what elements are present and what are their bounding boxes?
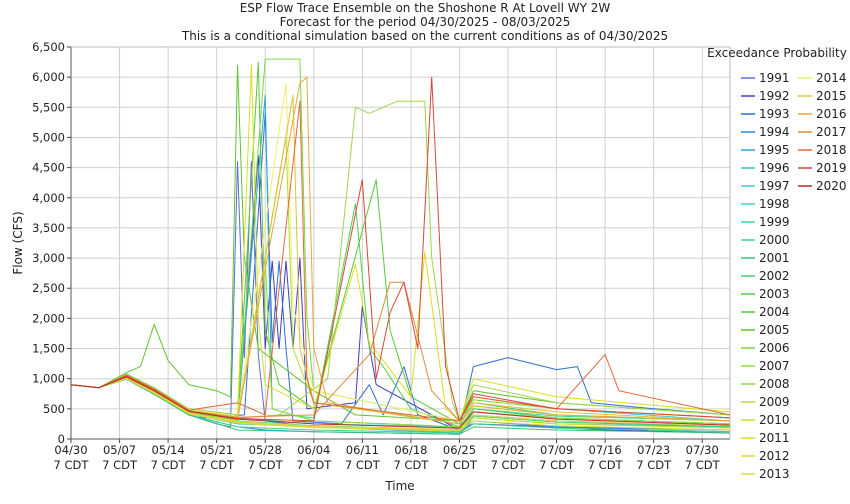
x-tick-label: 04/30 <box>54 443 87 457</box>
y-tick-label: 3,000 <box>32 251 65 265</box>
legend-label-1997: 1997 <box>759 179 790 193</box>
chart-title: ESP Flow Trace Ensemble on the Shoshone … <box>240 1 611 15</box>
series-lines <box>70 58 731 435</box>
y-tick-label: 5,500 <box>32 100 65 114</box>
legend-label-2012: 2012 <box>759 449 790 463</box>
legend-label-1993: 1993 <box>759 107 790 121</box>
x-tick-label: 06/25 <box>443 443 476 457</box>
legend-label-2008: 2008 <box>759 377 790 391</box>
x-tick-label-time: 7 CDT <box>102 458 138 472</box>
chart-subtitle-2: This is a conditional simulation based o… <box>181 29 668 43</box>
legend-label-2007: 2007 <box>759 359 790 373</box>
y-tick-label: 2,000 <box>32 311 65 325</box>
x-tick-label-time: 7 CDT <box>151 458 187 472</box>
x-tick-label: 07/02 <box>491 443 524 457</box>
y-tick-label: 1,500 <box>32 342 65 356</box>
x-tick-label: 07/09 <box>540 443 573 457</box>
x-tick-label: 05/14 <box>152 443 185 457</box>
legend-label-2013: 2013 <box>759 467 790 481</box>
legend-label-1999: 1999 <box>759 215 790 229</box>
x-tick-label: 05/21 <box>200 443 233 457</box>
legend-label-1994: 1994 <box>759 125 790 139</box>
plot-area <box>71 47 730 439</box>
legend-label-2010: 2010 <box>759 413 790 427</box>
legend-label-2002: 2002 <box>759 269 790 283</box>
x-tick-label: 06/18 <box>394 443 427 457</box>
y-tick-label: 6,000 <box>32 70 65 84</box>
x-tick-label-time: 7 CDT <box>442 458 478 472</box>
x-tick-label-time: 7 CDT <box>54 458 90 472</box>
legend-label-1996: 1996 <box>759 161 790 175</box>
y-tick-label: 2,500 <box>32 281 65 295</box>
x-tick-label-time: 7 CDT <box>393 458 429 472</box>
series-line-2020 <box>70 376 731 429</box>
legend-label-2015: 2015 <box>816 89 847 103</box>
x-tick-label-time: 7 CDT <box>491 458 527 472</box>
x-tick-label-time: 7 CDT <box>588 458 624 472</box>
x-tick-label: 05/28 <box>249 443 282 457</box>
legend-label-2020: 2020 <box>816 179 847 193</box>
x-tick-label-time: 7 CDT <box>199 458 235 472</box>
series-line-2006 <box>70 58 731 422</box>
legend-label-2017: 2017 <box>816 125 847 139</box>
x-tick-label: 06/04 <box>297 443 330 457</box>
legend-label-2005: 2005 <box>759 323 790 337</box>
series-line-2018 <box>70 100 731 422</box>
legend-label-2000: 2000 <box>759 233 790 247</box>
y-axis-label: Flow (CFS) <box>11 211 25 274</box>
series-line-2019 <box>70 76 731 422</box>
legend-label-2019: 2019 <box>816 161 847 175</box>
x-tick-label-time: 7 CDT <box>539 458 575 472</box>
legend-label-1991: 1991 <box>759 71 790 85</box>
x-tick-label-time: 7 CDT <box>296 458 332 472</box>
legend-label-2014: 2014 <box>816 71 847 85</box>
legend-label-2018: 2018 <box>816 143 847 157</box>
y-tick-label: 1,000 <box>32 372 65 386</box>
y-tick-label: 4,500 <box>32 161 65 175</box>
series-line-2013 <box>70 377 731 430</box>
y-tick-label: 500 <box>43 402 65 416</box>
legend-label-2004: 2004 <box>759 305 790 319</box>
y-tick-label: 4,000 <box>32 191 65 205</box>
legend: Exceedance Probability 1991 1992 1993 1994 1… <box>707 46 847 481</box>
legend-label-2003: 2003 <box>759 287 790 301</box>
x-tick-label-time: 7 CDT <box>636 458 672 472</box>
x-tick-label: 07/23 <box>637 443 670 457</box>
legend-label-1992: 1992 <box>759 89 790 103</box>
x-tick-label: 07/30 <box>686 443 719 457</box>
legend-label-2016: 2016 <box>816 107 847 121</box>
legend-label-2006: 2006 <box>759 341 790 355</box>
chart-subtitle: Forecast for the period 04/30/2025 - 08/… <box>280 15 571 29</box>
y-tick-label: 6,500 <box>32 40 65 54</box>
x-tick-label-time: 7 CDT <box>345 458 381 472</box>
x-tick-label: 05/07 <box>103 443 136 457</box>
x-tick-label: 06/11 <box>346 443 379 457</box>
x-axis-label: Time <box>384 479 414 493</box>
legend-label-2001: 2001 <box>759 251 790 265</box>
y-tick-label: 5,000 <box>32 130 65 144</box>
x-tick-label-time: 7 CDT <box>248 458 284 472</box>
legend-label-1998: 1998 <box>759 197 790 211</box>
y-tick-label: 3,500 <box>32 221 65 235</box>
y-tick-label: 0 <box>58 432 65 446</box>
x-tick-label-time: 7 CDT <box>685 458 721 472</box>
legend-label-2009: 2009 <box>759 395 790 409</box>
x-tick-label: 07/16 <box>589 443 622 457</box>
legend-title: Exceedance Probability <box>707 46 847 60</box>
legend-label-1995: 1995 <box>759 143 790 157</box>
axes: 0 500 1,000 1,500 2,000 2,500 3,000 3,500 4,000 4… <box>32 40 731 472</box>
legend-label-2011: 2011 <box>759 431 790 445</box>
